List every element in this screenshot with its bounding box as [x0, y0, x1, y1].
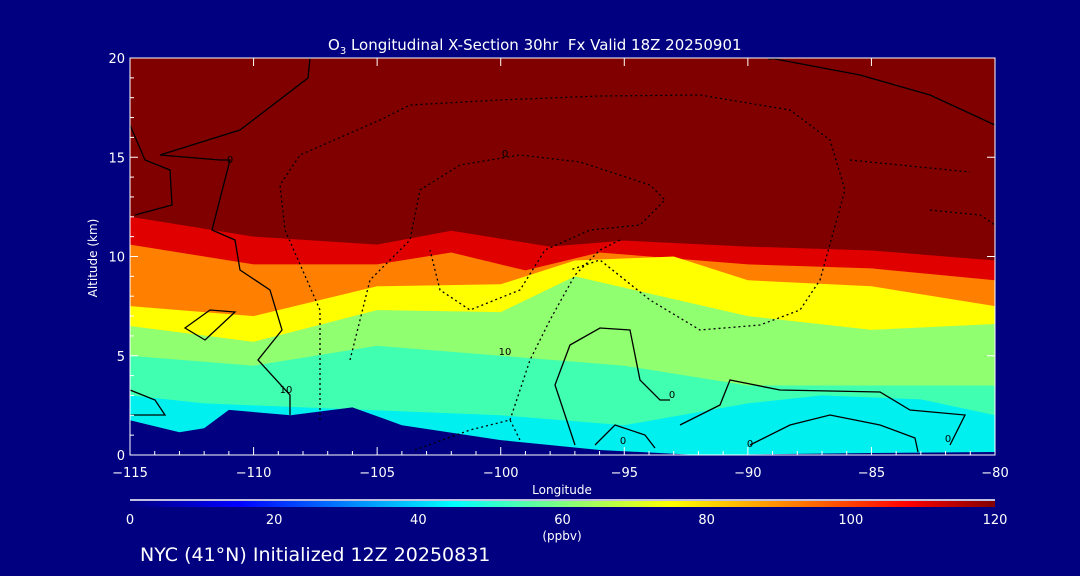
contour-dotted — [414, 239, 621, 451]
colorbar-label: (ppbv) — [542, 529, 581, 543]
y-tick-label: 10 — [108, 251, 125, 266]
contour-label: 0 — [945, 434, 951, 445]
colorbar-tick-label: 120 — [983, 513, 1008, 528]
plot-area — [130, 58, 995, 455]
y-tick-label: 0 — [117, 449, 125, 464]
x-tick-label: −110 — [236, 466, 272, 481]
x-tick-label: −105 — [359, 466, 395, 481]
contour-solid — [159, 58, 311, 415]
contour-solid — [679, 379, 967, 446]
colorbar-tick-label: 60 — [554, 513, 571, 528]
contour-label: 0 — [669, 390, 675, 401]
colorbar-tick-label: 20 — [266, 513, 283, 528]
y-tick-label: 15 — [108, 151, 125, 166]
colorbar-ticks: 0 20 40 60 80 100 120 — [126, 513, 1008, 528]
colorbar-tick-label: 100 — [838, 513, 863, 528]
y-axis-label: Altitude (km) — [86, 219, 100, 298]
contour-label: 0 — [767, 52, 773, 63]
x-tick-label: −100 — [483, 466, 519, 481]
contour-lines — [130, 58, 995, 453]
contour-dotted — [849, 159, 995, 226]
contour-solid — [749, 414, 919, 453]
x-tick-label: −85 — [858, 466, 885, 481]
contour-solid — [130, 124, 173, 216]
footer-caption: NYC (41°N) Initialized 12Z 20250831 — [140, 544, 490, 566]
x-tick-label: −115 — [112, 466, 148, 481]
contour-label: 0 — [227, 155, 233, 166]
contour-label: 10 — [280, 385, 293, 396]
colorbar-tick-label: 80 — [698, 513, 715, 528]
x-axis-label: Longitude — [532, 483, 592, 497]
contour-label: 0 — [620, 436, 626, 447]
x-tick-label: −80 — [981, 466, 1008, 481]
colorbar-tick-label: 40 — [410, 513, 427, 528]
contour-labels: 0 0 10 10 0 0 0 0 0 — [227, 52, 951, 450]
contour-solid — [183, 309, 237, 341]
axes: −115 −110 −105 −100 −95 −90 −85 −80 0 5 10 15 20 — [108, 52, 1008, 481]
chart-title: O3 Longitudinal X-Section 30hr Fx Valid … — [328, 36, 742, 57]
y-tick-label: 5 — [117, 350, 125, 365]
colorbar — [130, 501, 995, 507]
contour-label: 10 — [499, 347, 512, 358]
contour-dotted — [279, 94, 846, 420]
colorbar-tick-label: 0 — [126, 513, 134, 528]
x-tick-label: −90 — [734, 466, 761, 481]
contour-solid — [554, 327, 670, 446]
contour-label: 0 — [747, 439, 753, 450]
terrain — [130, 407, 995, 455]
x-tick-label: −95 — [611, 466, 638, 481]
contour-label: 0 — [502, 149, 508, 160]
contour-solid — [769, 58, 995, 126]
contour-solid — [594, 424, 656, 449]
contour-solid — [130, 389, 167, 416]
y-tick-label: 20 — [108, 52, 125, 67]
